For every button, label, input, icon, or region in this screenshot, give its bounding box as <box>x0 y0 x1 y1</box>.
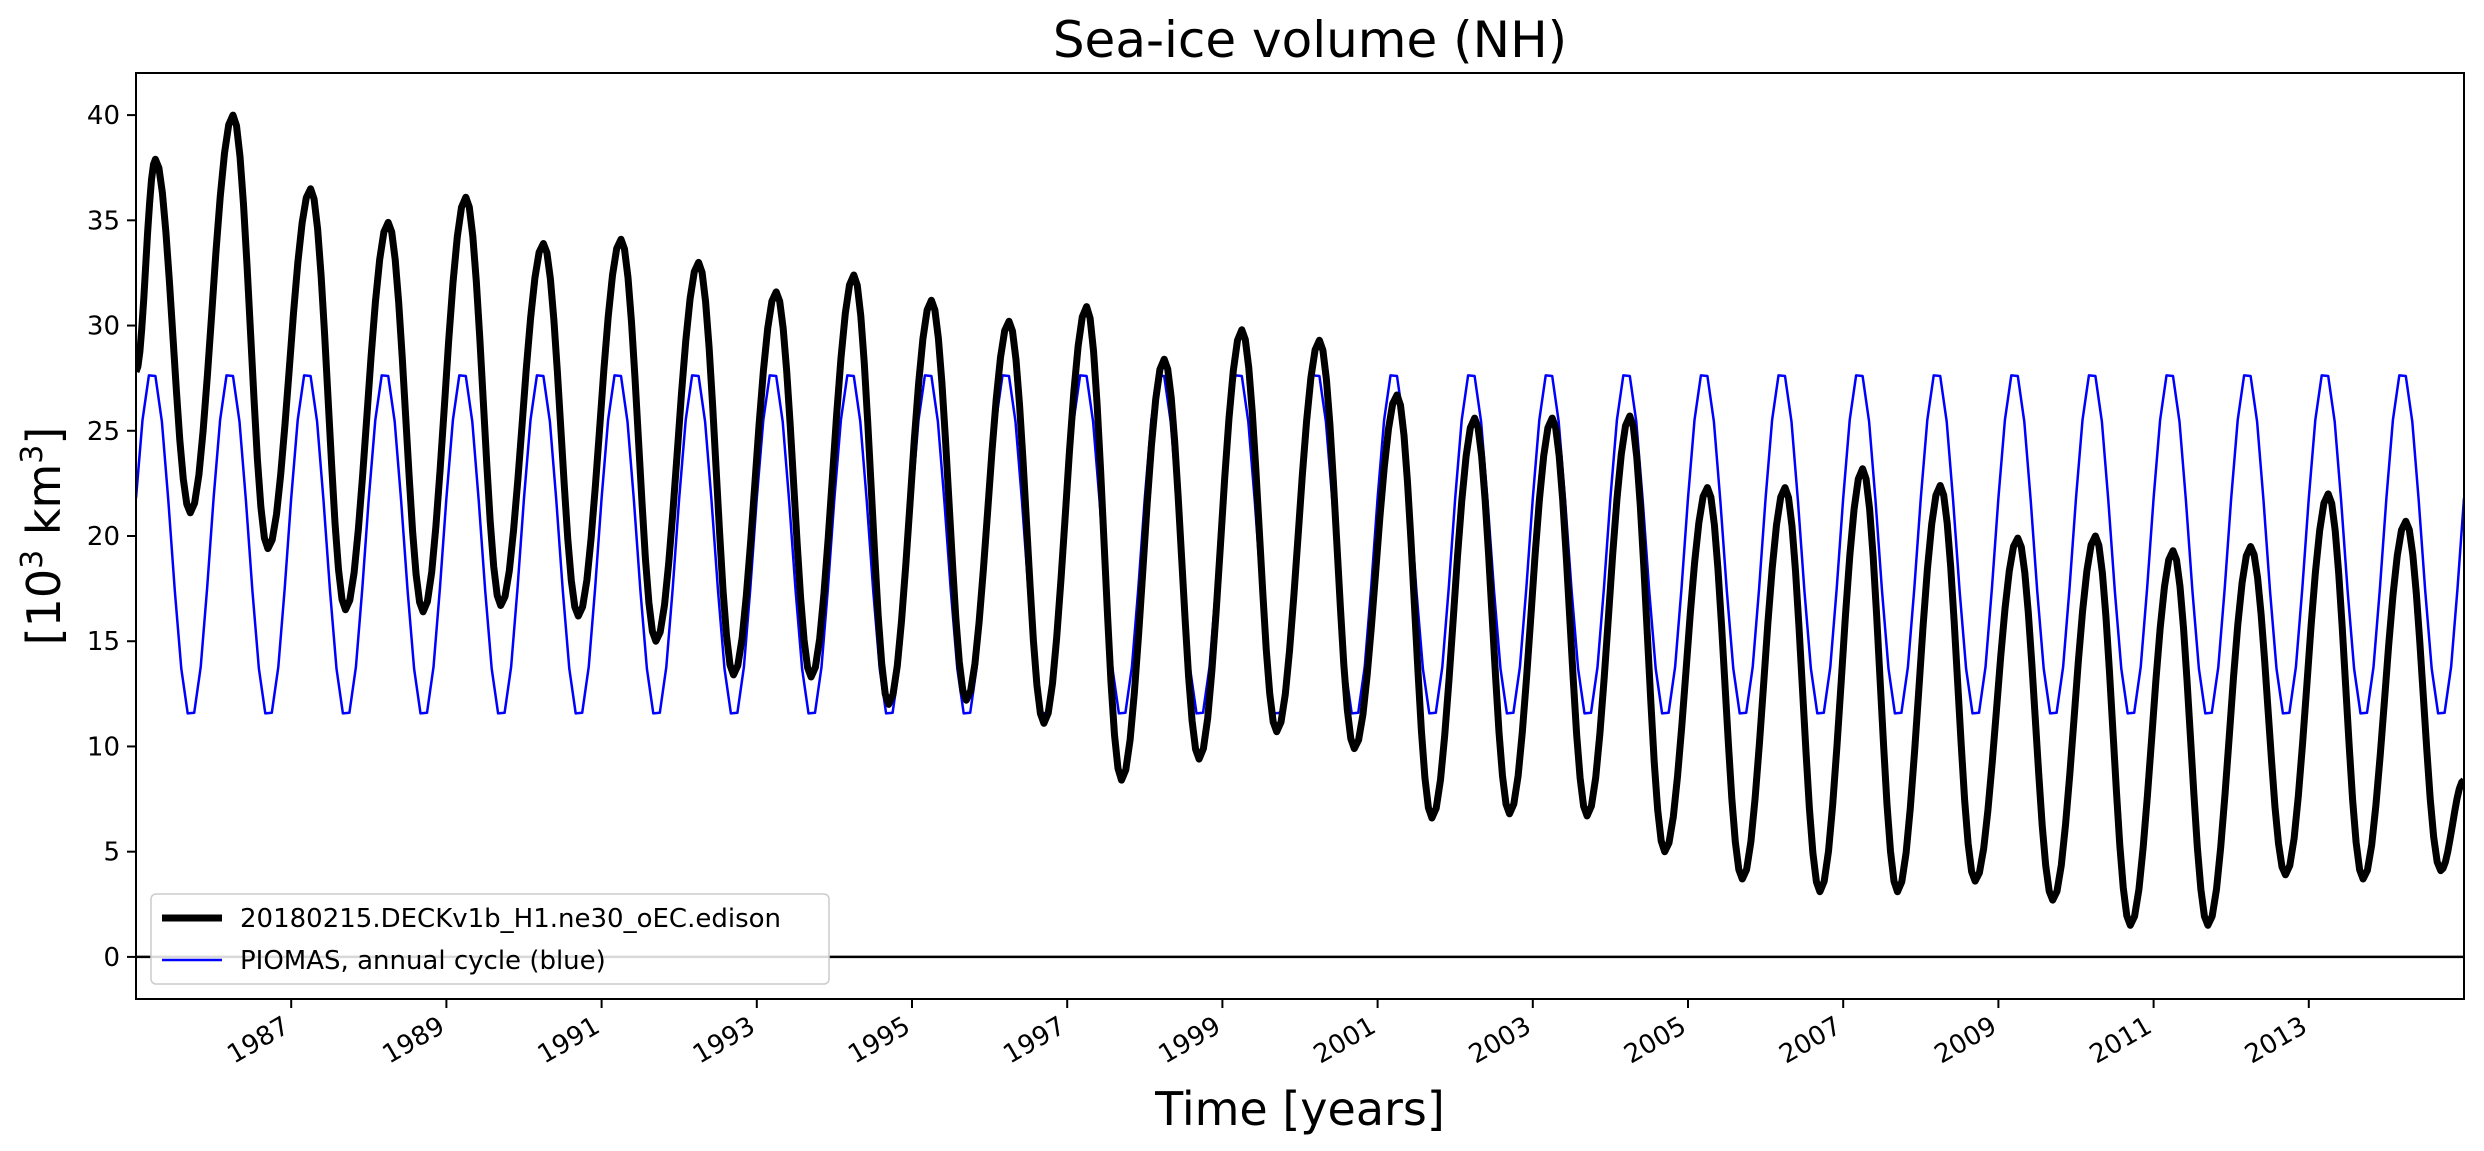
y-tick-label: 20 <box>87 522 120 552</box>
legend-label-model: 20180215.DECKv1b_H1.ne30_oEC.edison <box>240 904 781 934</box>
y-tick-label: 40 <box>87 101 120 131</box>
y-axis-label-sup1: 3 <box>15 550 50 569</box>
legend-box <box>150 893 830 985</box>
y-tick-label: 0 <box>103 943 120 973</box>
y-tick-label: 30 <box>87 312 120 342</box>
y-tick-label: 15 <box>87 627 120 657</box>
y-axis-label-mid: km <box>17 464 71 550</box>
y-axis-label-base: [10 <box>17 569 71 645</box>
legend-label-piomas: PIOMAS, annual cycle (blue) <box>240 946 606 976</box>
y-axis-label: [103 km3] <box>15 427 71 646</box>
y-tick-label: 35 <box>87 206 120 236</box>
y-tick-label: 25 <box>87 417 120 447</box>
y-tick-label: 10 <box>87 732 120 762</box>
y-axis-label-end: ] <box>17 427 71 445</box>
series-line-model <box>136 111 2464 929</box>
legend: 20180215.DECKv1b_H1.ne30_oEC.edison PIOM… <box>150 893 830 985</box>
y-tick-label: 5 <box>103 838 120 868</box>
y-axis-label-sup2: 3 <box>15 445 50 464</box>
y-axis: 0 5 10 15 20 25 30 35 40 <box>87 101 136 973</box>
chart-title: Sea-ice volume (NH) <box>1053 11 1567 69</box>
x-axis-label: Time [years] <box>1154 1082 1445 1136</box>
